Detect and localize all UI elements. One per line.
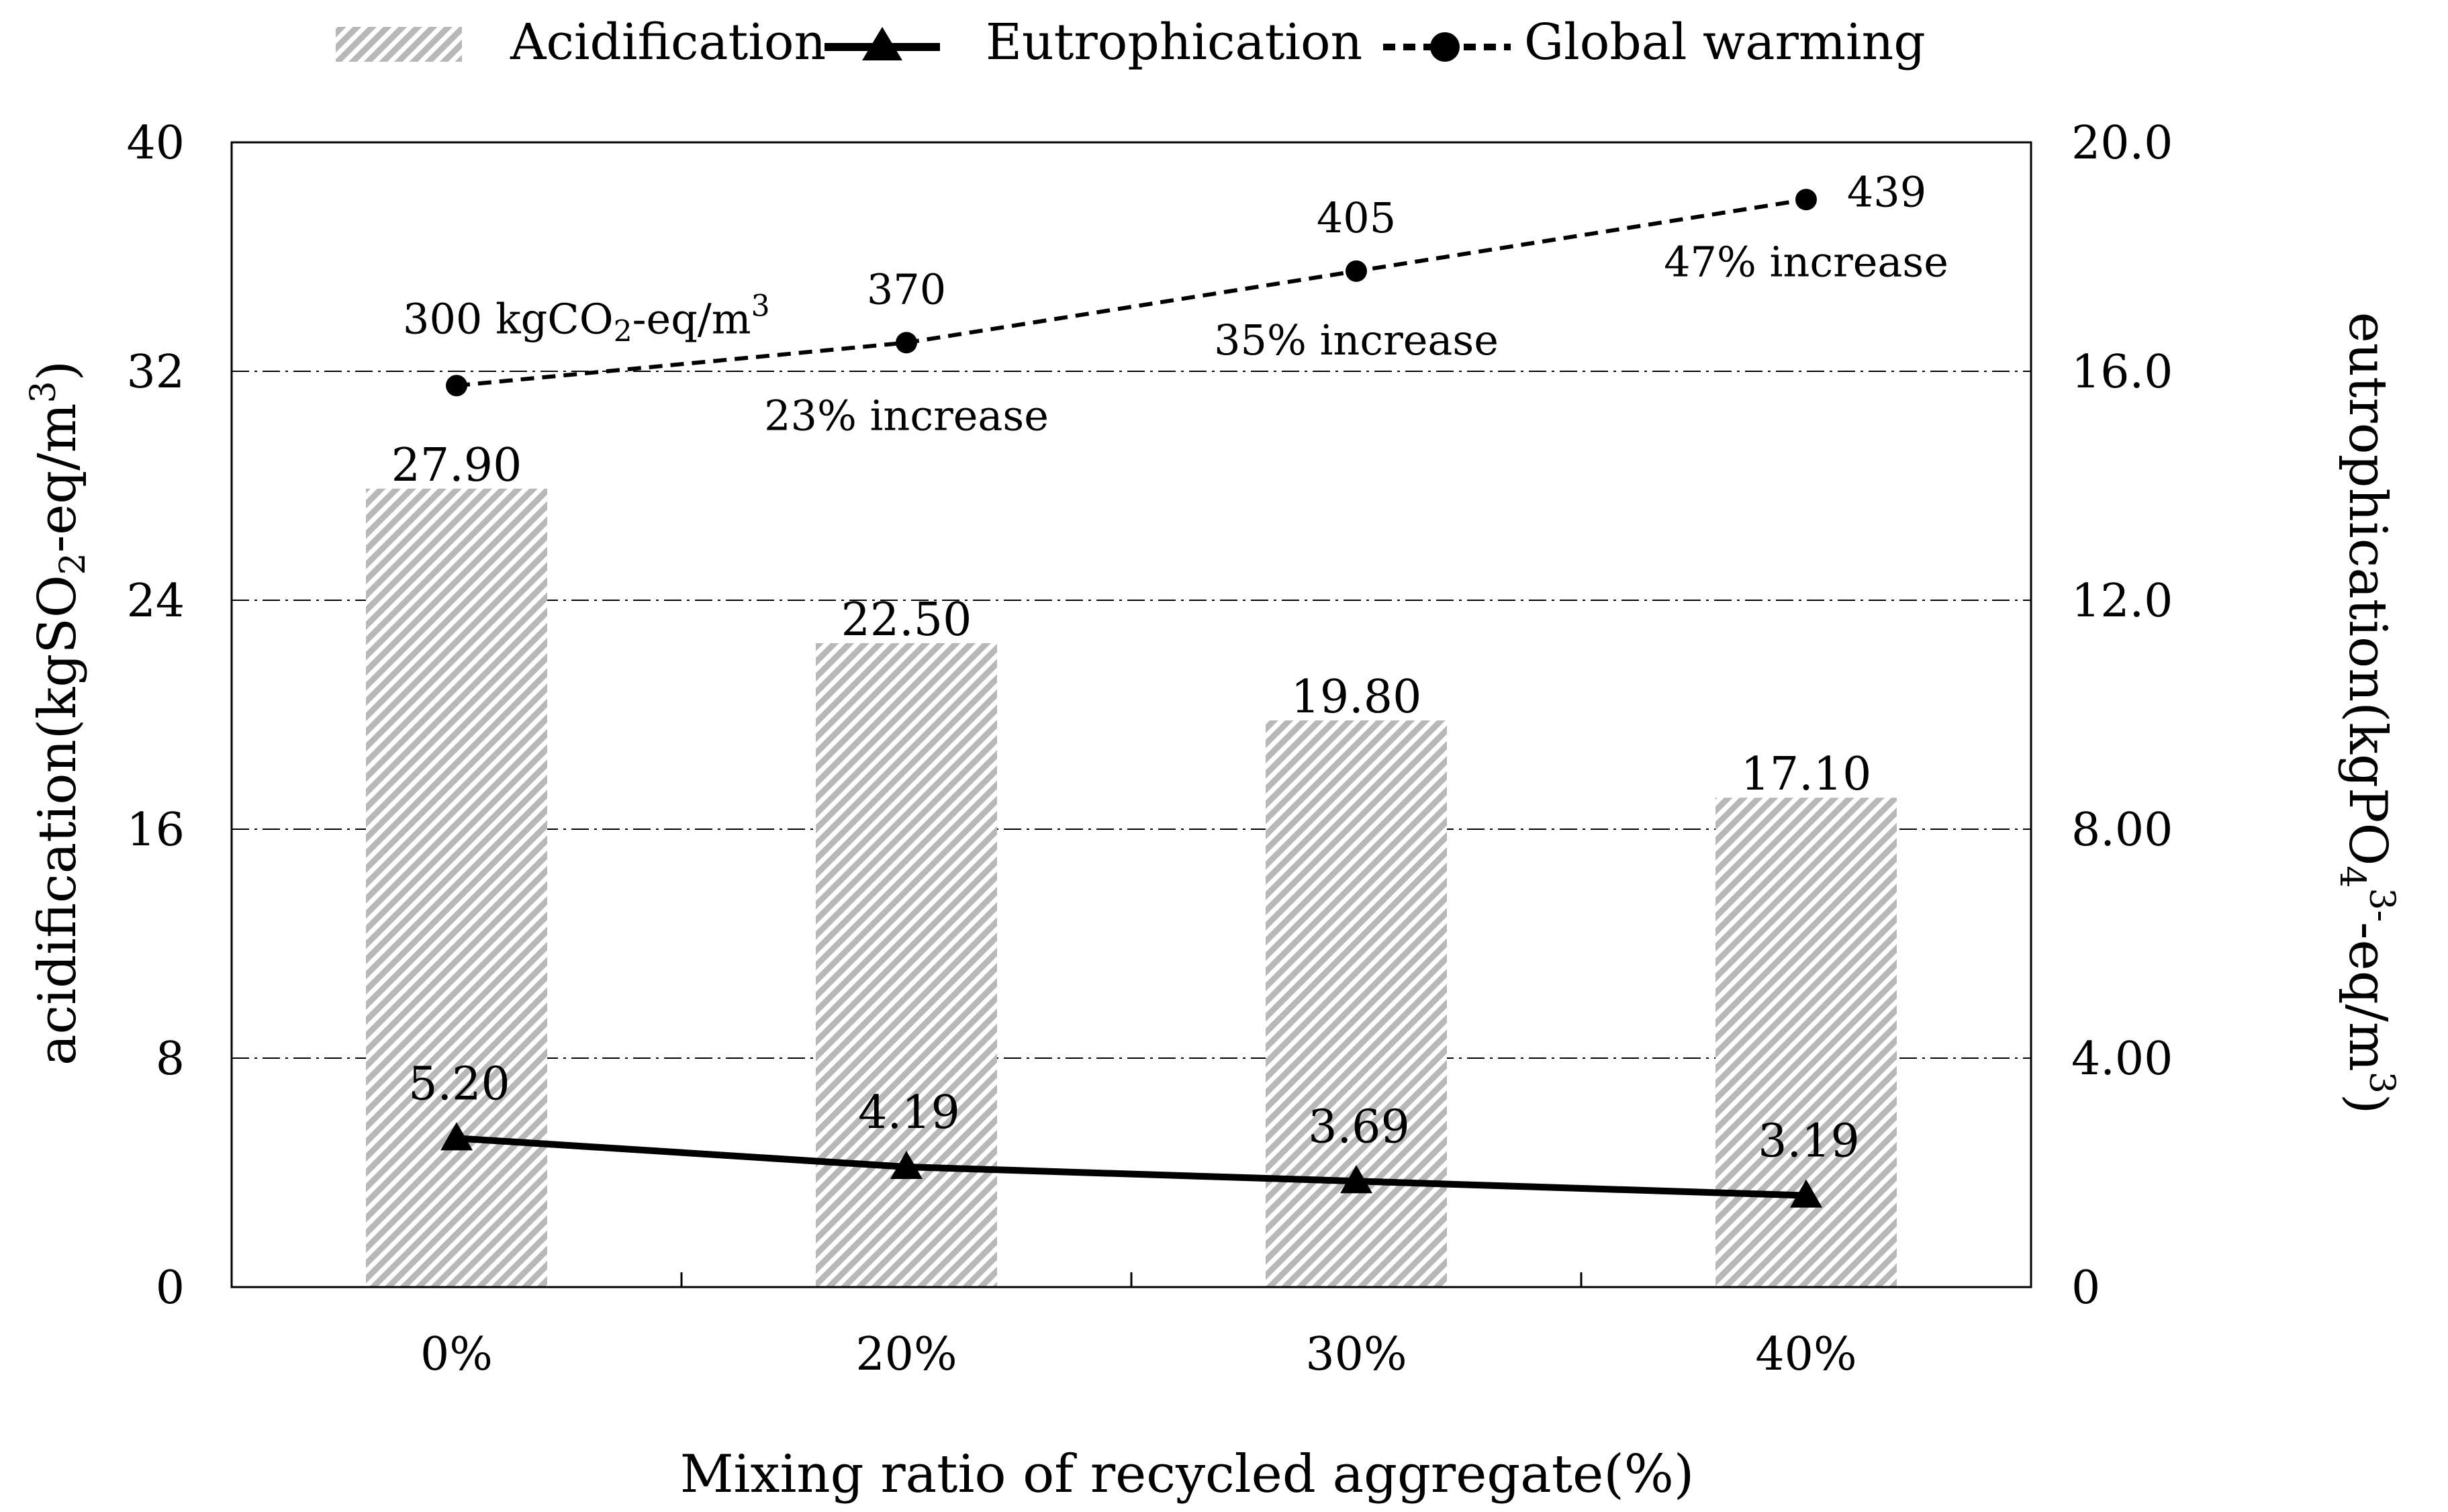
y-left-title-sup: 3	[23, 381, 64, 403]
global-warming-marker	[1346, 260, 1367, 282]
y-right-title-rest: -eq/m	[2337, 922, 2398, 1072]
y-right-tick-labels: 0 4.00 8.00 12.0 16.0 20.0	[2071, 117, 2173, 1315]
global-warming-data-label: 405	[1317, 193, 1396, 242]
x-tick-label: 30%	[1305, 1328, 1407, 1381]
global-warming-data-label: 370	[867, 265, 946, 314]
global-warming-marker	[446, 375, 467, 397]
y-left-tick-label: 40	[126, 117, 185, 170]
global-warming-data-label: 300 kgCO2-eq/m3	[403, 289, 770, 348]
acidification-data-label: 22.50	[841, 594, 972, 647]
global-warming-annotation: 35% increase	[1214, 316, 1499, 365]
legend-acidification-label: Acidification	[510, 13, 826, 71]
y-left-tick-label: 24	[126, 575, 185, 628]
legend-global-warming-marker	[1430, 32, 1460, 62]
y-left-tick-labels: 0 8 16 24 32 40	[126, 117, 185, 1315]
y-left-tick-label: 0	[156, 1262, 185, 1315]
y-right-tick-label: 20.0	[2071, 117, 2173, 170]
bar-acidification	[816, 643, 997, 1287]
global-warming-label-part: 2	[614, 314, 632, 348]
x-tick-marks	[680, 1272, 1583, 1287]
global-warming-annotation: 47% increase	[1664, 237, 1948, 286]
data-labels: 27.90 22.50 19.80 17.10 5.20 4.19 3.69 3.19 300 …	[391, 167, 1948, 1168]
y-left-title-main: acidification(kgSO	[28, 575, 88, 1066]
global-warming-data-label: 439	[1847, 167, 1926, 216]
legend-eutrophication-marker	[862, 27, 902, 60]
x-tick-label: 0%	[420, 1328, 493, 1381]
global-warming-series	[446, 189, 1817, 397]
y-right-title-close: )	[2337, 1094, 2398, 1114]
eutrophication-series	[440, 1122, 1822, 1208]
y-right-tick-label: 0	[2071, 1262, 2100, 1315]
eutrophication-marker	[440, 1122, 473, 1151]
eutrophication-data-label: 3.69	[1308, 1100, 1409, 1153]
acidification-bars	[366, 488, 1897, 1288]
global-warming-label-part: 300 kgCO	[403, 294, 614, 343]
x-axis-title: Mixing ratio of recycled aggregate(%)	[680, 1444, 1695, 1505]
eutrophication-marker	[1790, 1179, 1822, 1208]
global-warming-line	[456, 197, 1807, 388]
y-left-tick-label: 16	[126, 804, 185, 857]
eutrophication-data-label: 5.20	[408, 1057, 510, 1111]
global-warming-annotation: 23% increase	[764, 391, 1049, 440]
eutrophication-line	[456, 1135, 1807, 1199]
acidification-data-label: 27.90	[391, 439, 522, 492]
y-left-axis-title: acidification(kgSO2-eq/m3)	[23, 361, 93, 1066]
acidification-data-label: 17.10	[1741, 748, 1872, 801]
legend-acidification-swatch	[336, 27, 462, 62]
eutrophication-data-label: 4.19	[858, 1086, 959, 1139]
acidification-data-label: 19.80	[1291, 671, 1422, 724]
x-tick-label: 40%	[1755, 1328, 1856, 1381]
eutrophication-marker	[1340, 1165, 1372, 1194]
bar-acidification	[1266, 720, 1447, 1287]
y-right-tick-label: 8.00	[2071, 804, 2173, 857]
bar-acidification	[366, 488, 547, 1288]
global-warming-marker	[896, 332, 917, 354]
eutrophication-data-label: 3.19	[1758, 1115, 1859, 1168]
legend-global-warming-label: Global warming	[1524, 13, 1926, 71]
y-right-title-main: eutrophication(kgPO	[2337, 312, 2398, 866]
y-left-tick-label: 8	[156, 1033, 185, 1086]
y-right-tick-label: 12.0	[2071, 575, 2173, 628]
global-warming-label-part: 3	[751, 289, 770, 323]
x-tick-label: 20%	[855, 1328, 957, 1381]
bar-acidification	[1715, 798, 1897, 1287]
y-left-title-close: )	[28, 361, 88, 381]
y-right-title-sup: 3-	[2361, 888, 2402, 923]
y-right-title-sup3: 3	[2361, 1072, 2402, 1094]
legend-eutrophication-label: Eutrophication	[986, 13, 1362, 71]
y-right-title-sub: 4	[2332, 865, 2372, 888]
y-right-axis-title: eutrophication(kgPO43--eq/m3)	[2332, 312, 2402, 1115]
x-tick-labels: 0% 20% 30% 40%	[420, 1328, 1857, 1381]
eutrophication-marker	[890, 1150, 923, 1179]
global-warming-marker	[1795, 189, 1817, 211]
y-left-title-rest: -eq/m	[28, 404, 88, 553]
y-right-tick-label: 16.0	[2071, 346, 2173, 399]
y-left-tick-label: 32	[126, 346, 185, 399]
global-warming-label-part: -eq/m	[632, 294, 751, 343]
y-right-tick-label: 4.00	[2071, 1033, 2173, 1086]
legend: Acidification Eutrophication Global warm…	[336, 13, 1926, 71]
y-left-title-sub: 2	[53, 553, 93, 575]
